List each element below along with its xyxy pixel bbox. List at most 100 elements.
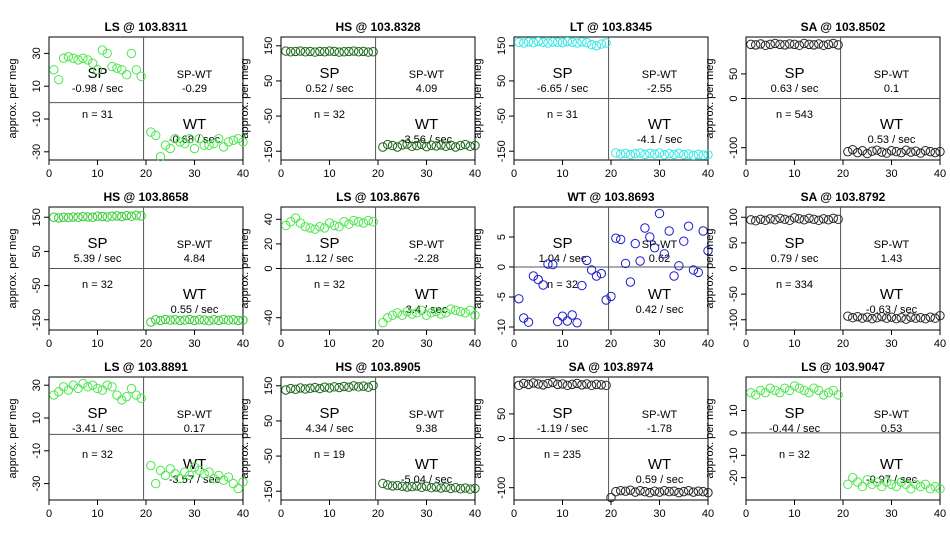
data-point — [828, 213, 838, 223]
data-point — [601, 380, 611, 391]
data-point — [455, 484, 466, 494]
data-point — [620, 258, 631, 269]
data-point — [305, 383, 315, 393]
data-point — [572, 38, 582, 48]
y-tick-label: -50 — [728, 286, 740, 302]
data-point — [194, 133, 205, 144]
data-point — [616, 485, 626, 496]
data-point — [683, 221, 694, 231]
data-point — [649, 486, 660, 496]
data-point — [789, 213, 800, 223]
data-point — [339, 381, 349, 392]
y-tick-label: 150 — [31, 208, 43, 226]
data-point — [368, 47, 378, 57]
data-point — [872, 145, 882, 155]
x-tick-label: 40 — [934, 508, 946, 520]
quadrant-sp-rate: 1.04 / sec — [539, 253, 587, 265]
data-point — [872, 313, 882, 323]
panel-9: LS @ 103.8891 0 10 20 30 40 -30 -10 10 30 approx. … — [7, 360, 249, 520]
y-tick-label: 0 — [496, 435, 508, 441]
data-point — [392, 480, 403, 491]
data-point — [674, 261, 684, 271]
data-point — [698, 486, 708, 497]
data-point — [329, 46, 340, 57]
data-point — [620, 486, 631, 496]
data-point — [698, 150, 708, 160]
data-point — [877, 311, 887, 322]
data-point — [780, 214, 790, 225]
y-tick-label: 50 — [263, 415, 275, 427]
data-point — [616, 149, 626, 159]
data-point — [436, 140, 446, 150]
data-point — [809, 383, 819, 393]
quadrant-wt-label: WT — [648, 456, 671, 473]
data-point — [688, 150, 699, 161]
data-point — [814, 385, 824, 396]
data-point — [586, 380, 597, 391]
data-point — [591, 41, 602, 51]
quadrant-wt-rate: 0.53 / sec — [868, 134, 916, 146]
data-point — [295, 383, 306, 393]
quadrant-spwt-label: SP-WT — [177, 69, 213, 81]
data-point — [175, 315, 185, 326]
data-point — [630, 238, 640, 249]
quadrant-wt-label: WT — [183, 456, 206, 473]
data-point — [165, 143, 175, 154]
x-tick-label: 10 — [788, 508, 800, 520]
data-point — [450, 142, 461, 152]
data-point — [121, 210, 132, 221]
data-point — [804, 213, 814, 223]
data-point — [214, 315, 224, 326]
quadrant-spwt-label: SP-WT — [874, 239, 910, 251]
data-point — [160, 470, 171, 481]
quadrant-spwt-value: -2.28 — [414, 253, 439, 265]
data-point — [344, 46, 354, 57]
data-point — [460, 483, 470, 493]
data-point — [886, 312, 897, 322]
data-point — [63, 51, 74, 62]
data-point — [334, 382, 344, 393]
data-point — [83, 212, 93, 222]
x-tick-label: 10 — [91, 508, 103, 520]
panel-5: HS @ 103.8658 0 10 20 30 40 -150 -50 50 150 approx… — [7, 190, 249, 350]
panel-10: HS @ 103.8905 0 10 20 30 40 -150 -50 50 150 approx… — [239, 360, 481, 520]
quadrant-wt-label: WT — [880, 286, 903, 303]
x-tick-label: 40 — [934, 168, 946, 180]
data-point — [857, 313, 868, 323]
data-point — [300, 384, 310, 394]
data-point — [73, 212, 83, 222]
data-point — [470, 140, 480, 151]
data-point — [175, 473, 185, 484]
quadrant-sp-label: SP — [552, 65, 572, 82]
data-point — [63, 385, 74, 395]
data-point — [180, 467, 190, 477]
data-point — [416, 305, 427, 316]
quadrant-wt-label: WT — [880, 456, 903, 473]
x-tick-label: 0 — [278, 508, 284, 520]
data-point — [528, 378, 539, 388]
x-tick-label: 0 — [46, 168, 52, 180]
data-point — [170, 133, 180, 144]
data-point — [87, 380, 98, 390]
data-point — [620, 148, 631, 159]
data-point — [654, 208, 665, 219]
x-tick-label: 40 — [469, 168, 481, 180]
data-point — [823, 387, 834, 398]
quadrant-wt-rate: 0.55 / sec — [171, 304, 219, 316]
data-point — [925, 484, 935, 494]
data-point — [755, 385, 766, 396]
data-point — [601, 295, 611, 305]
data-point — [334, 47, 344, 57]
y-axis-label: approx. per meg — [7, 228, 19, 308]
data-point — [862, 312, 872, 322]
x-tick-label: 30 — [885, 508, 897, 520]
data-point — [431, 141, 441, 151]
quadrant-spwt-value: 4.09 — [416, 83, 437, 95]
data-point — [693, 149, 703, 160]
x-tick-label: 0 — [511, 508, 517, 520]
data-point — [392, 308, 403, 318]
data-point — [97, 385, 108, 395]
data-point — [760, 387, 771, 398]
